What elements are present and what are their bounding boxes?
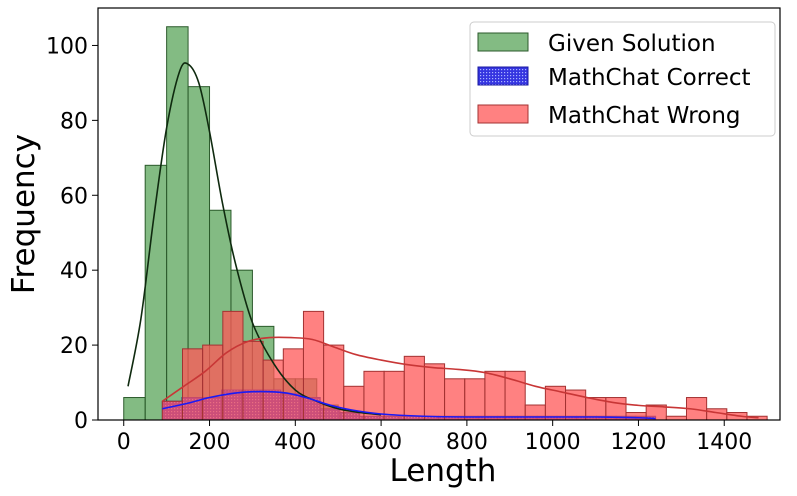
x-tick-label: 200 — [189, 430, 231, 455]
legend-swatch-given-solution — [477, 32, 529, 52]
legend-label-mathchat-wrong: MathChat Wrong — [548, 103, 741, 129]
x-tick-label: 1200 — [610, 430, 666, 455]
bar-mathchat-wrong-13 — [423, 363, 446, 421]
y-axis-ticks: 0 20 40 60 80 100 — [46, 34, 98, 434]
legend-label-given-solution: Given Solution — [548, 31, 716, 57]
bar-mathchat-wrong-5 — [262, 359, 284, 421]
bar-mathchat-wrong-2 — [202, 344, 224, 421]
kde-layer — [127, 62, 759, 420]
y-tick-label: 80 — [60, 109, 88, 134]
bar-mathchat-wrong-9 — [343, 385, 365, 421]
x-tick-label: 400 — [274, 430, 316, 455]
y-tick-label: 0 — [74, 409, 88, 434]
bar-mathchat-wrong-3 — [222, 310, 244, 421]
legend-frame — [469, 21, 776, 137]
y-tick-label: 40 — [60, 259, 88, 284]
bar-mathchat-wrong-23 — [625, 412, 647, 421]
y-tick-label: 20 — [60, 334, 88, 359]
bar-mathchat-wrong-14 — [444, 378, 466, 421]
legend: Given Solution MathChat Correct MathChat… — [469, 21, 776, 137]
y-tick-label: 100 — [46, 34, 88, 59]
bar-mathchat-wrong-4 — [242, 340, 264, 421]
x-tick-label: 0 — [117, 430, 131, 455]
y-axis-label: Frequency — [6, 134, 42, 294]
x-tick-label: 1000 — [525, 430, 581, 455]
bar-mathchat-wrong-0 — [161, 400, 183, 421]
bar-mathchat-wrong-15 — [464, 378, 486, 421]
legend-swatch-mathchat-wrong — [477, 104, 529, 124]
plot-area-frame — [97, 7, 781, 421]
bar-mathchat-wrong-6 — [282, 348, 304, 421]
x-axis-label: Length — [390, 453, 497, 489]
bar-mathchat-wrong-11 — [383, 370, 405, 421]
x-tick-label: 800 — [446, 430, 488, 455]
legend-swatch-mathchat-correct — [477, 66, 529, 86]
x-tick-label: 1400 — [696, 430, 752, 455]
legend-label-mathchat-correct: MathChat Correct — [548, 65, 751, 91]
bar-given-solution-0 — [123, 397, 146, 421]
kde-line-mathchat-wrong — [161, 336, 759, 419]
x-axis-ticks: 0 200 400 600 800 1000 1200 1400 — [117, 420, 752, 455]
x-tick-label: 600 — [360, 430, 402, 455]
kde-line-mathchat-correct — [162, 390, 656, 420]
bar-mathchat-wrong-16 — [484, 370, 506, 421]
y-tick-label: 60 — [60, 184, 88, 209]
